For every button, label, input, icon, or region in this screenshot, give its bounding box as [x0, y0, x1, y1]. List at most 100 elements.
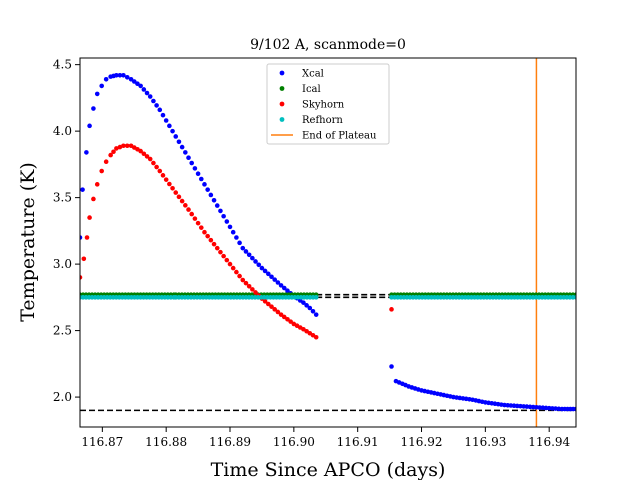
skyhorn-point-0-27 — [170, 186, 175, 191]
legend-marker-skyhorn — [279, 101, 285, 107]
skyhorn-point-0-59 — [272, 307, 278, 312]
xcal-point-0-44 — [224, 219, 230, 224]
skyhorn-point-0-61 — [278, 312, 284, 317]
y-tick-label-3: 3.5 — [53, 191, 72, 205]
xcal-point-0-10 — [114, 72, 119, 78]
skyhorn-point-0-63 — [285, 316, 290, 322]
xcal-point-0-28 — [173, 134, 179, 139]
skyhorn-point-0-28 — [173, 190, 179, 195]
xcal-point-0-20 — [147, 94, 153, 99]
xcal-point-0-52 — [250, 255, 255, 261]
xcal-point-0-33 — [189, 160, 195, 166]
skyhorn-point-0-35 — [195, 220, 201, 226]
skyhorn-point-0-64 — [288, 319, 293, 324]
skyhorn-point-0-11 — [117, 144, 123, 150]
plot-clip-group — [80, 58, 576, 427]
skyhorn-point-0-12 — [121, 143, 126, 149]
skyhorn-point-0-47 — [234, 269, 239, 275]
skyhorn-point-0-56 — [262, 299, 268, 304]
xcal-point-0-50 — [243, 249, 249, 254]
skyhorn-point-1-0 — [389, 307, 394, 312]
xcal-point-0-3 — [87, 123, 92, 129]
y-tick-label-1: 2.5 — [53, 324, 72, 338]
skyhorn-point-0-5 — [94, 182, 100, 187]
xcal-point-0-1 — [80, 187, 85, 192]
xcal-point-0-53 — [253, 259, 258, 264]
skyhorn-point-0-72 — [313, 334, 319, 340]
xcal-point-0-71 — [310, 309, 316, 314]
skyhorn-point-0-21 — [151, 160, 156, 166]
y-tick-label-5: 4.5 — [53, 58, 72, 72]
xcal-point-0-54 — [256, 262, 262, 268]
xcal-point-0-30 — [179, 144, 185, 150]
x-tick-label-6: 116.93 — [464, 435, 506, 449]
axes: 116.87 116.88 116.89 116.90 116.91 116.92 116.… — [53, 57, 577, 449]
skyhorn-point-0-37 — [202, 229, 207, 235]
xcal-point-0-25 — [163, 118, 169, 123]
skyhorn-point-0-60 — [275, 309, 281, 315]
skyhorn-point-0-42 — [218, 249, 223, 255]
skyhorn-point-0-58 — [269, 304, 274, 309]
xcal-point-0-41 — [214, 203, 220, 208]
skyhorn-point-0-40 — [211, 241, 217, 247]
xcal-point-0-57 — [266, 271, 271, 277]
skyhorn-point-0-10 — [114, 146, 119, 151]
xcal-point-0-60 — [275, 280, 281, 285]
xcal-point-0-45 — [227, 224, 233, 230]
legend-label-skyhorn: Skyhorn — [302, 100, 345, 111]
skyhorn-point-0-8 — [108, 152, 113, 158]
xcal-point-0-22 — [154, 103, 159, 108]
xcal-point-0-0 — [80, 235, 83, 240]
xcal-point-0-49 — [240, 245, 246, 251]
xcal-point-0-23 — [157, 107, 163, 113]
skyhorn-point-0-48 — [237, 273, 242, 279]
skyhorn-point-0-43 — [221, 253, 226, 259]
x-tick-label-5: 116.92 — [401, 435, 443, 449]
refhorn-point-1-46 — [313, 295, 319, 300]
skyhorn-point-0-22 — [154, 164, 159, 170]
xcal-point-0-12 — [121, 72, 126, 78]
xcal-point-0-37 — [202, 182, 207, 187]
xcal-point-0-42 — [218, 208, 223, 214]
xcal-point-0-35 — [195, 171, 201, 176]
xcal-point-0-48 — [237, 240, 242, 246]
skyhorn-point-0-31 — [183, 203, 188, 208]
y-axis-label: Temperature (K) — [17, 162, 39, 322]
legend-box — [266, 63, 390, 145]
xcal-point-0-2 — [84, 150, 89, 155]
xcal-point-0-59 — [272, 277, 278, 282]
xcal-point-0-29 — [176, 139, 182, 145]
skyhorn-point-0-6 — [99, 168, 104, 174]
skyhorn-point-0-30 — [179, 198, 185, 204]
x-tick-label-4: 116.91 — [337, 435, 379, 449]
skyhorn-point-0-0 — [80, 275, 83, 280]
skyhorn-point-0-34 — [192, 216, 198, 221]
plot-area — [80, 58, 576, 427]
skyhorn-point-0-9 — [111, 149, 116, 155]
xcal-point-0-47 — [234, 235, 239, 240]
x-tick-label-1: 116.88 — [145, 435, 187, 449]
xcal-point-0-51 — [246, 252, 252, 258]
legend-label-end-of-plateau: End of Plateau — [302, 131, 377, 142]
xcal-point-0-62 — [281, 285, 287, 291]
skyhorn-point-0-13 — [124, 143, 130, 149]
xcal-point-0-24 — [160, 112, 166, 118]
xcal-point-0-32 — [186, 155, 191, 161]
xcal-point-0-63 — [285, 288, 290, 294]
skyhorn-point-0-17 — [138, 148, 143, 154]
skyhorn-point-0-23 — [157, 168, 163, 174]
skyhorn-point-0-41 — [214, 245, 220, 251]
y-tick-label-0: 2.0 — [53, 390, 72, 404]
xcal-point-0-18 — [141, 87, 147, 92]
skyhorn-point-0-46 — [230, 265, 236, 271]
chart-title: 9/102 A, scanmode=0 — [250, 37, 406, 53]
skyhorn-point-0-53 — [253, 290, 258, 295]
legend-label-refhorn: Refhorn — [302, 115, 343, 126]
skyhorn-point-0-18 — [141, 151, 147, 157]
xcal-point-0-4 — [91, 106, 96, 111]
skyhorn-point-0-44 — [224, 257, 230, 263]
skyhorn-point-0-33 — [189, 211, 195, 217]
xcal-point-0-31 — [183, 150, 188, 155]
xcal-point-0-34 — [192, 166, 198, 171]
